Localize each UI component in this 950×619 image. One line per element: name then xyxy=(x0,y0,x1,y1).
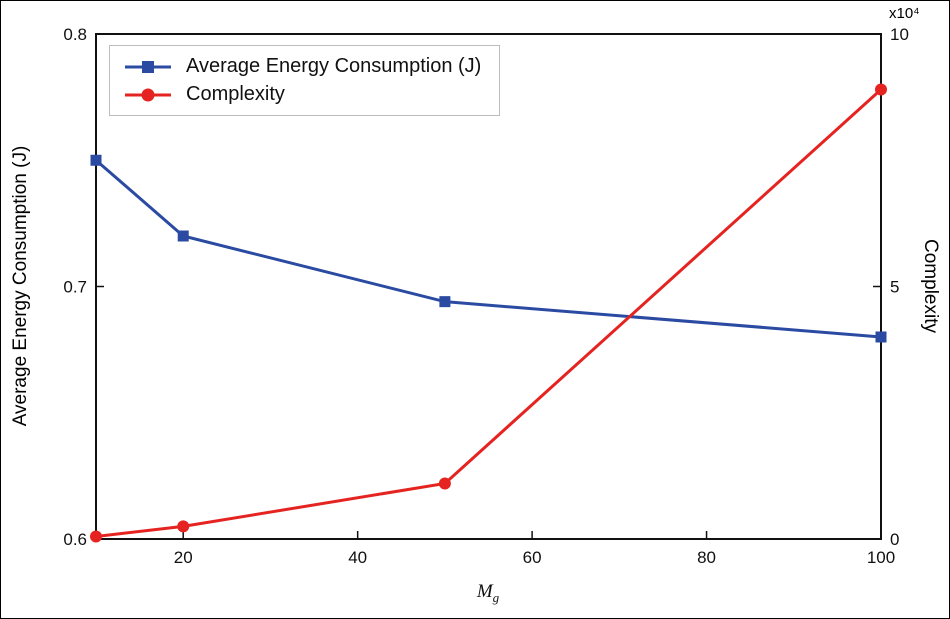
x-tick-label: 20 xyxy=(174,548,193,567)
x-axis-title: Mg xyxy=(477,581,499,606)
x-axis-title-main: M xyxy=(476,581,493,602)
legend-item-complexity: Complexity xyxy=(122,83,481,106)
square-marker-icon xyxy=(177,230,189,242)
x-axis-title-sub: g xyxy=(492,589,500,605)
right-axis-title: Complexity xyxy=(920,239,941,333)
circle-marker-icon xyxy=(875,83,887,96)
right-tick-label: 0 xyxy=(890,530,899,549)
circle-marker-icon xyxy=(141,88,155,101)
left-tick-label: 0.7 xyxy=(63,278,87,297)
legend-item-energy: Average Energy Consumption (J) xyxy=(122,55,481,78)
right-axis-multiplier: x10⁴ xyxy=(889,5,920,22)
square-marker-icon xyxy=(439,296,451,308)
circle-marker-icon xyxy=(438,477,451,490)
series-line-1 xyxy=(95,88,883,538)
circle-marker-icon xyxy=(177,520,190,533)
square-marker-icon xyxy=(90,154,102,166)
legend: Average Energy Consumption (J) Complexit… xyxy=(109,45,501,116)
square-marker-icon xyxy=(875,331,887,343)
square-marker-icon xyxy=(142,60,154,73)
left-axis-title: Average Energy Consumption (J) xyxy=(10,145,31,427)
right-tick-label: 10 xyxy=(890,25,909,44)
legend-line-sample-icon xyxy=(125,60,171,73)
legend-line-sample-icon xyxy=(125,88,171,101)
right-tick-label: 5 xyxy=(890,278,899,297)
left-tick-label: 0.8 xyxy=(63,25,87,44)
x-tick-label: 100 xyxy=(867,548,895,567)
x-tick-label: 60 xyxy=(523,548,542,567)
circle-marker-icon xyxy=(90,530,102,543)
x-tick-label: 40 xyxy=(348,548,367,567)
series-line-0 xyxy=(95,159,882,339)
legend-label-energy: Average Energy Consumption (J) xyxy=(186,55,482,77)
x-tick-label: 80 xyxy=(697,548,716,567)
legend-label-complexity: Complexity xyxy=(186,83,285,105)
left-tick-label: 0.6 xyxy=(63,530,87,549)
